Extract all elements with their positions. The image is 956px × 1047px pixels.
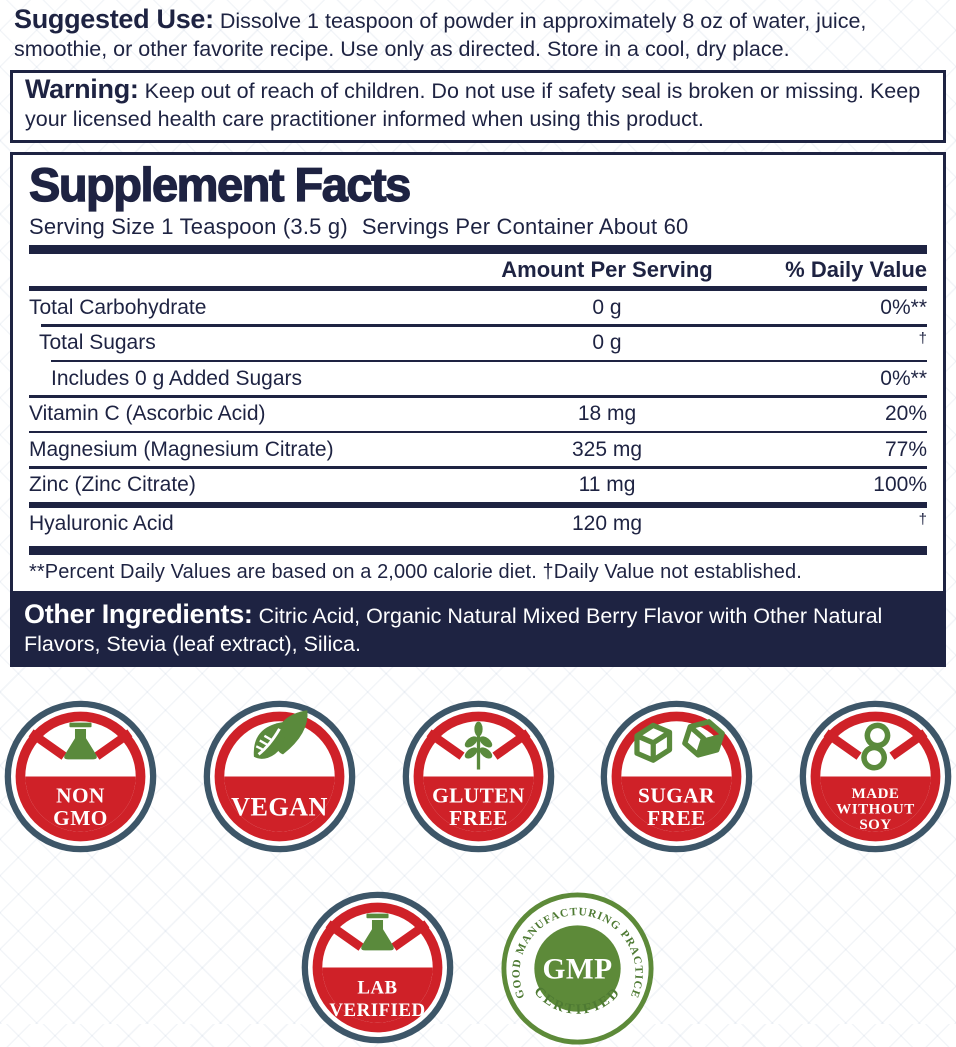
wheat-icon <box>464 721 492 770</box>
badge-label-line: SUGAR <box>638 783 715 807</box>
fact-row: Hyaluronic Acid 120 mg † <box>29 508 927 541</box>
flask-icon <box>64 722 97 759</box>
fact-row: Includes 0 g Added Sugars 0%** <box>29 362 927 395</box>
fact-row: Vitamin C (Ascorbic Acid) 18 mg 20% <box>29 398 927 431</box>
warning-label: Warning: <box>25 74 139 104</box>
badge-sugar-free: SUGAR FREE <box>599 699 754 854</box>
badge-bottom-half <box>322 967 433 1023</box>
other-ingredients-band: Other Ingredients: Citric Acid, Organic … <box>10 593 946 667</box>
row-divider <box>29 466 927 469</box>
badge-label-line: SOY <box>859 816 891 832</box>
thick-divider-top <box>29 245 927 254</box>
badge-bottom-half <box>422 776 534 832</box>
badge-label-line: FREE <box>647 805 706 829</box>
slash-icon <box>325 919 430 951</box>
fact-row: Magnesium (Magnesium Citrate) 325 mg 77% <box>29 433 927 466</box>
row-divider <box>29 430 927 433</box>
badge-label-line: FREE <box>449 805 508 829</box>
badge-gluten-free: GLUTEN FREE <box>401 699 556 854</box>
badge-vegan: VEGAN <box>202 699 357 854</box>
flask-icon <box>361 913 394 950</box>
fact-row: Total Sugars 0 g † <box>29 327 927 360</box>
row-divider <box>29 395 927 398</box>
serving-size: Serving Size 1 Teaspoon (3.5 g) <box>29 214 348 239</box>
suggested-use-body: Dissolve 1 teaspoon of powder in approxi… <box>14 9 867 61</box>
row2-badge-slot: LAB VERIFIED <box>300 890 455 1047</box>
slash-icon <box>823 728 928 760</box>
badge-label-line: GMO <box>53 805 108 829</box>
badge-made-without-soy: MADE WITHOUT SOY <box>798 699 953 854</box>
badge-bottom-half <box>820 776 931 832</box>
warning-box: Warning: Keep out of reach of children. … <box>10 70 946 143</box>
thick-divider-bottom <box>29 545 927 555</box>
soybean-icon <box>861 722 891 771</box>
warning-text: Warning: Keep out of reach of children. … <box>25 75 931 133</box>
fact-amount: 325 mg <box>571 437 643 461</box>
fact-row: Zinc (Zinc Citrate) 11 mg 100% <box>29 469 927 502</box>
daily-value-header: % Daily Value <box>785 257 927 282</box>
amount-per-serving-header: Amount Per Serving <box>501 257 713 282</box>
badge-label-line: MADE <box>852 785 900 801</box>
badge-label-line: NON <box>56 783 105 807</box>
gmp-certified-badge: GOOD MANUFACTURING PRACTICE CERTIFIED GM… <box>499 890 656 1047</box>
leaves-icon <box>253 709 308 759</box>
slash-icon <box>426 728 530 760</box>
other-ingredients-label: Other Ingredients: <box>24 598 253 629</box>
servings-per-container: Servings Per Container About 60 <box>361 214 689 239</box>
fact-dv: 0%** <box>880 366 927 390</box>
facts-rows: Total Carbohydrate 0 g 0%** Total Sugars 0 g… <box>29 291 927 541</box>
fact-dv: 100% <box>873 473 927 496</box>
slash-icon <box>28 728 133 760</box>
fact-amount: 18 mg <box>577 402 637 425</box>
gmp-seal-icon: GOOD MANUFACTURING PRACTICE CERTIFIED GM… <box>501 891 654 1045</box>
row-divider <box>51 359 927 362</box>
badges-row-2: LAB VERIFIED GOOD MANUFACTURING PRACTICE … <box>0 890 956 1047</box>
fact-dv: † <box>918 329 927 347</box>
badge-bottom-half <box>25 776 136 832</box>
fact-amount: 0 g <box>592 295 622 319</box>
suggested-use-section: Suggested Use: Dissolve 1 teaspoon of po… <box>0 0 956 63</box>
badge-bottom-half <box>224 776 335 832</box>
badges-row-1: NON GMO VEGAN GLUTEN FREE SUGAR FREE MADE WITHOU… <box>0 699 956 854</box>
fact-name: Includes 0 g Added Sugars <box>51 366 303 390</box>
supplement-facts-panel: Supplement Facts Serving Size 1 Teaspoon… <box>10 152 946 594</box>
badge-label-line: LAB <box>357 977 397 998</box>
gmp-center-text: GMP <box>542 953 612 985</box>
badge-label-line: VERIFIED <box>329 999 425 1020</box>
fact-name: Total Sugars <box>39 331 156 354</box>
serving-line: Serving Size 1 Teaspoon (3.5 g) Servings … <box>29 214 927 240</box>
fact-name: Zinc (Zinc Citrate) <box>29 473 196 496</box>
fact-name: Vitamin C (Ascorbic Acid) <box>29 402 266 425</box>
suggested-use-label: Suggested Use: <box>14 4 214 34</box>
supplement-facts-title: Supplement Facts <box>28 158 412 211</box>
badge-lab-verified: LAB VERIFIED <box>300 890 455 1045</box>
fact-dv: † <box>918 510 927 528</box>
fact-name: Magnesium (Magnesium Citrate) <box>29 437 334 461</box>
gmp-center-disc <box>534 924 621 1012</box>
fact-amount: 11 mg <box>578 473 636 496</box>
badge-label-line: WITHOUT <box>836 801 914 817</box>
badge-label-line: VEGAN <box>231 792 328 821</box>
column-headers: Amount Per Serving % Daily Value <box>29 254 927 286</box>
fact-dv: 20% <box>884 402 927 425</box>
row-divider <box>41 324 927 327</box>
fact-name: Hyaluronic Acid <box>29 512 174 535</box>
fact-dv: 77% <box>884 437 927 461</box>
suggested-use-text: Suggested Use: Dissolve 1 teaspoon of po… <box>14 5 942 63</box>
badge-bottom-half <box>621 776 732 832</box>
warning-body: Keep out of reach of children. Do not us… <box>25 79 921 131</box>
badge-non-gmo: NON GMO <box>3 699 158 854</box>
fact-dv: 0%** <box>880 295 927 319</box>
fact-row: Total Carbohydrate 0 g 0%** <box>29 291 927 324</box>
sugar-cubes-icon <box>634 718 726 763</box>
fact-amount: 0 g <box>592 331 622 354</box>
fact-amount: 120 mg <box>571 512 643 535</box>
facts-footnote: **Percent Daily Values are based on a 2,… <box>29 560 802 583</box>
header-divider <box>29 286 927 291</box>
row-divider <box>29 501 927 508</box>
badge-label-line: GLUTEN <box>432 783 525 807</box>
fact-name: Total Carbohydrate <box>29 295 207 319</box>
other-ingredients-body: Citric Acid, Organic Natural Mixed Berry… <box>24 603 883 656</box>
